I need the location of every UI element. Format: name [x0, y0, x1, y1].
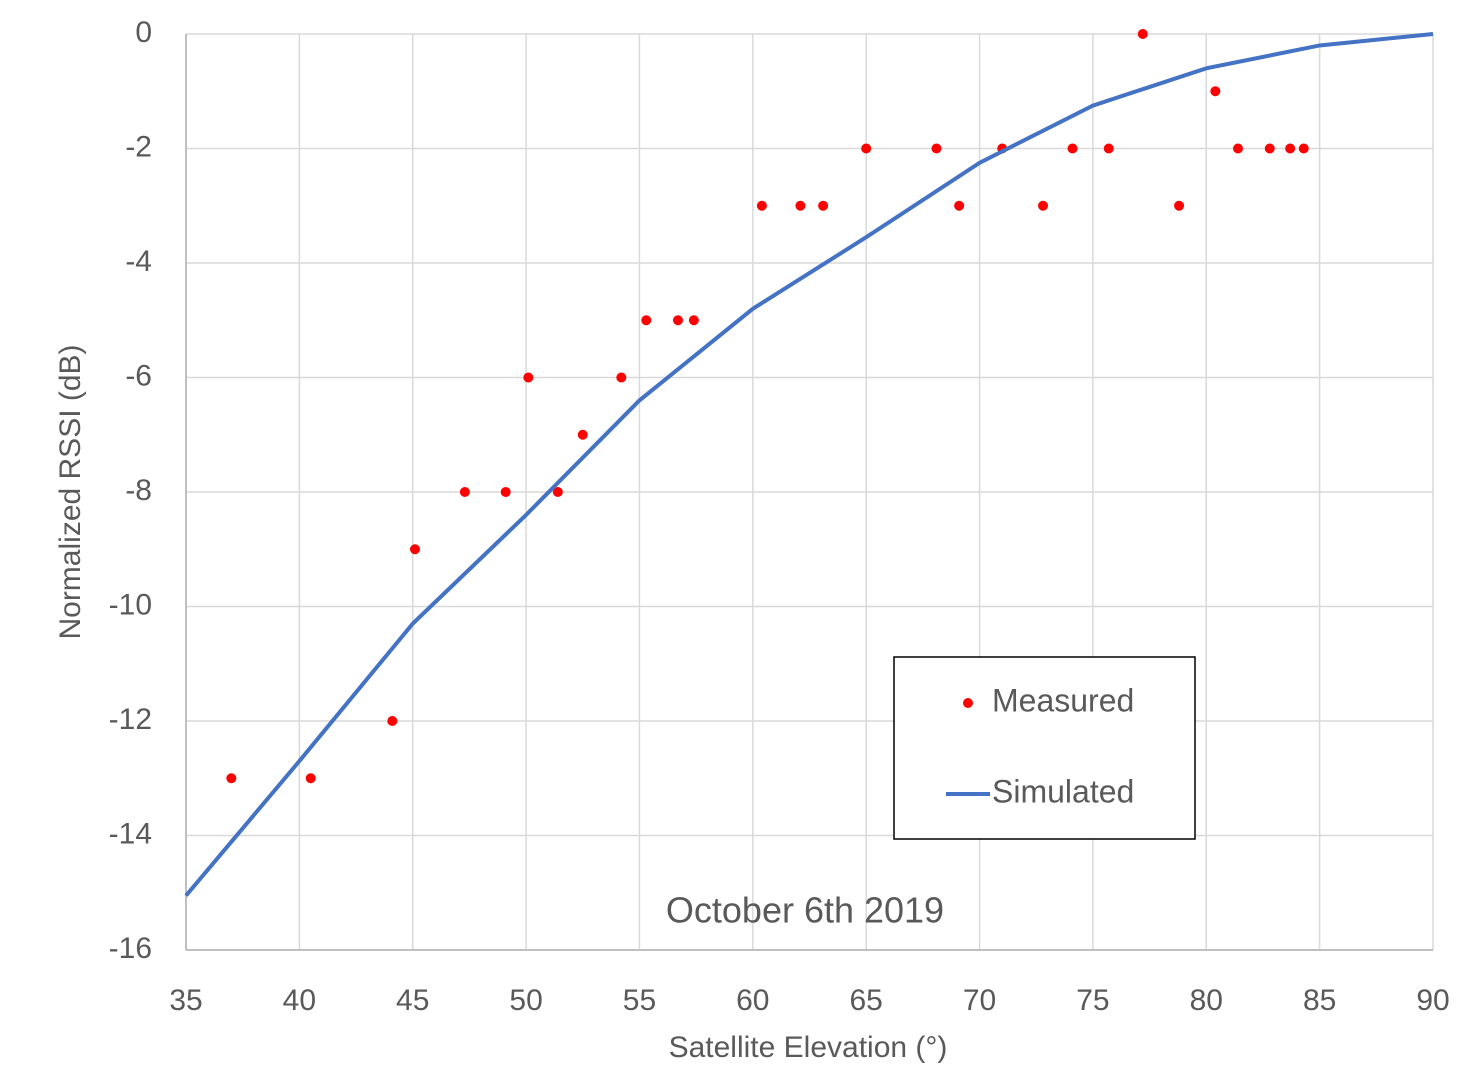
x-tick-label: 90 [1416, 984, 1449, 1017]
annotation: October 6th 2019 [666, 890, 944, 931]
point [688, 315, 699, 326]
y-tick-label: -10 [109, 588, 152, 621]
point [459, 487, 470, 497]
point [1137, 29, 1148, 39]
point [523, 372, 534, 383]
point [1210, 86, 1221, 97]
point [672, 315, 683, 326]
legend-key [963, 698, 973, 708]
x-tick-label: 65 [849, 984, 882, 1017]
legend-label: Measured [992, 682, 1134, 718]
point [818, 200, 829, 211]
x-tick-label: 80 [1190, 984, 1223, 1017]
point [1233, 143, 1244, 154]
x-tick-label: 75 [1076, 984, 1109, 1017]
x-axis-label: Satellite Elevation (°) [669, 1031, 948, 1064]
point [861, 143, 872, 154]
point [1174, 200, 1185, 211]
y-tick-label: -8 [125, 474, 152, 507]
x-tick-label: 35 [169, 984, 202, 1017]
x-tick-label: 70 [963, 984, 996, 1017]
point [500, 487, 511, 497]
point [795, 200, 806, 211]
point [616, 372, 627, 383]
y-tick-label: -14 [109, 817, 152, 850]
point [1103, 143, 1114, 154]
legend-box [893, 656, 1196, 840]
y-tick-label: -2 [125, 130, 152, 163]
point [387, 716, 398, 726]
point [226, 773, 237, 784]
y-tick-label: -12 [109, 703, 152, 736]
point [1067, 143, 1078, 154]
point [1285, 143, 1296, 154]
point [756, 200, 767, 211]
y-tick-label: 0 [135, 16, 152, 49]
point [1264, 143, 1275, 154]
point [552, 487, 563, 497]
x-tick-label: 85 [1303, 984, 1336, 1017]
x-tick-label: 55 [623, 984, 656, 1017]
x-tick-label: 40 [283, 984, 316, 1017]
x-tick-label: 50 [509, 984, 542, 1017]
y-tick-label: -16 [109, 932, 152, 965]
point [577, 429, 588, 440]
x-tick-label: 45 [396, 984, 429, 1017]
point [954, 200, 965, 211]
y-tick-label: -4 [125, 245, 152, 278]
point [641, 315, 652, 326]
point [409, 544, 420, 555]
point [1038, 200, 1049, 211]
point [305, 773, 316, 784]
line [184, 32, 1434, 897]
point [931, 143, 942, 154]
y-axis-label: Normalized RSSI (dB) [54, 344, 87, 639]
point [1298, 143, 1309, 154]
y-tick-label: -6 [125, 359, 152, 392]
legend-label: Simulated [992, 773, 1134, 809]
x-tick-label: 60 [736, 984, 769, 1017]
